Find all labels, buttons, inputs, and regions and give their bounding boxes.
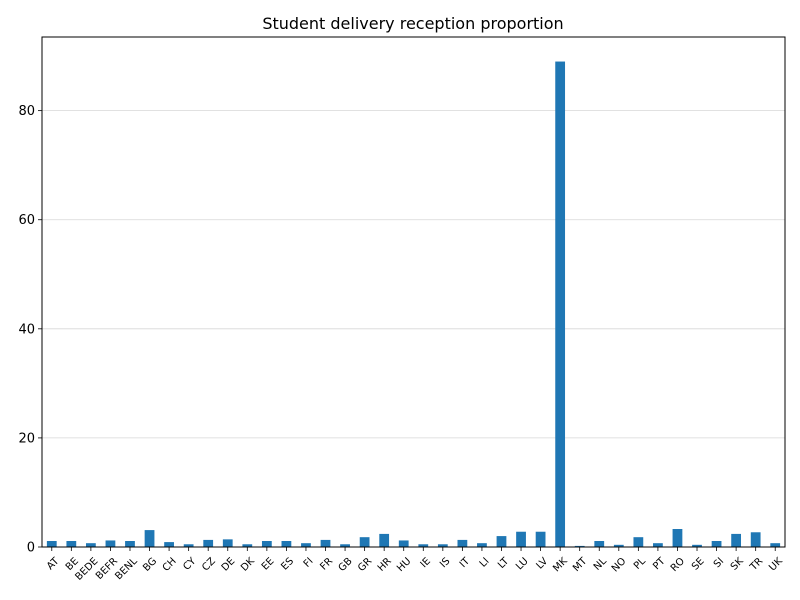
bar-lv <box>535 531 546 547</box>
bar-ie <box>418 544 429 547</box>
x-tick-label-tr: TR <box>748 556 766 574</box>
bar-ee <box>261 541 272 547</box>
grid-lines <box>42 110 785 548</box>
bar-ro <box>672 529 683 547</box>
x-tick-label-de: DE <box>220 556 238 574</box>
x-tick-label-hr: HR <box>376 556 394 574</box>
x-tick-label-hu: HU <box>395 556 413 574</box>
bar-lu <box>516 531 526 547</box>
bar-it <box>457 539 468 547</box>
y-tick-label: 60 <box>18 213 35 228</box>
bar-benl <box>125 541 135 547</box>
bar-fi <box>301 543 311 547</box>
bar-mk <box>555 61 566 547</box>
bars <box>46 61 781 547</box>
bar-is <box>437 544 448 547</box>
bar-no <box>613 544 624 547</box>
bar-be <box>66 541 77 547</box>
x-tick-label-dk: DK <box>239 556 257 574</box>
x-tick-label-is: IS <box>438 556 452 570</box>
x-tick-label-pt: PT <box>651 555 668 572</box>
x-tick-label-mk: MK <box>551 556 570 575</box>
y-axis-ticks: 0 20 40 60 80 <box>18 104 42 556</box>
x-tick-label-it: IT <box>458 555 473 570</box>
bar-gr <box>359 537 370 547</box>
bar-de <box>222 539 233 547</box>
bar-hr <box>379 533 390 547</box>
bar-uk <box>770 543 781 547</box>
x-tick-label-at: AT <box>45 555 62 572</box>
bar-gb <box>340 544 350 547</box>
x-tick-label-uk: UK <box>767 556 785 574</box>
bar-sk <box>731 533 742 547</box>
bar-nl <box>594 541 605 547</box>
x-tick-label-fi: FI <box>302 556 316 570</box>
y-tick-label: 40 <box>18 322 35 337</box>
bar-bg <box>144 530 155 547</box>
bar-dk <box>242 544 253 547</box>
bar-tr <box>750 532 761 547</box>
x-tick-label-li: LI <box>478 556 492 570</box>
x-tick-label-nl: NL <box>592 556 609 573</box>
bar-lt <box>496 536 507 547</box>
x-tick-label-ro: RO <box>669 556 687 574</box>
x-tick-label-lu: LU <box>514 556 531 573</box>
x-tick-label-fr: FR <box>318 556 335 573</box>
bar-pt <box>653 543 663 547</box>
x-tick-label-si: SI <box>712 556 726 570</box>
x-tick-label-lv: LV <box>534 556 550 572</box>
x-tick-label-sk: SK <box>729 556 746 573</box>
chart-title: Student delivery reception proportion <box>262 14 563 33</box>
bar-fr <box>320 539 331 547</box>
x-tick-label-ee: EE <box>260 556 277 573</box>
x-tick-label-cy: CY <box>181 555 199 573</box>
x-tick-label-ie: IE <box>419 556 433 570</box>
x-tick-label-pl: PL <box>632 556 648 572</box>
bar-ch <box>164 542 174 547</box>
x-tick-label-gr: GR <box>356 556 374 574</box>
y-tick-label: 0 <box>27 541 35 556</box>
bar-mt <box>574 545 585 547</box>
y-tick-label: 80 <box>18 104 35 119</box>
x-tick-label-bg: BG <box>141 556 159 574</box>
bar-si <box>711 541 722 547</box>
x-tick-label-ch: CH <box>161 556 179 574</box>
bar-cy <box>183 544 194 547</box>
bar-at <box>46 541 57 547</box>
x-tick-label-benl: BENL <box>113 556 140 583</box>
bar-se <box>692 544 702 547</box>
bar-es <box>281 541 292 547</box>
x-tick-label-mt: MT <box>571 555 590 574</box>
x-tick-label-cz: CZ <box>200 556 218 574</box>
plot-frame <box>41 36 786 548</box>
bar-pl <box>633 537 644 547</box>
y-tick-label: 20 <box>18 431 35 446</box>
x-tick-label-lt: LT <box>496 555 512 571</box>
x-tick-label-no: NO <box>610 556 629 575</box>
bar-befr <box>105 540 116 547</box>
x-tick-label-es: ES <box>279 556 296 573</box>
x-tick-label-gb: GB <box>337 556 355 574</box>
x-tick-label-se: SE <box>690 556 707 573</box>
x-tick-label-bede: BEDE <box>74 556 101 583</box>
bar-bede <box>85 543 96 547</box>
bar-cz <box>203 539 214 547</box>
bar-li <box>477 543 487 547</box>
bar-hu <box>398 540 409 547</box>
